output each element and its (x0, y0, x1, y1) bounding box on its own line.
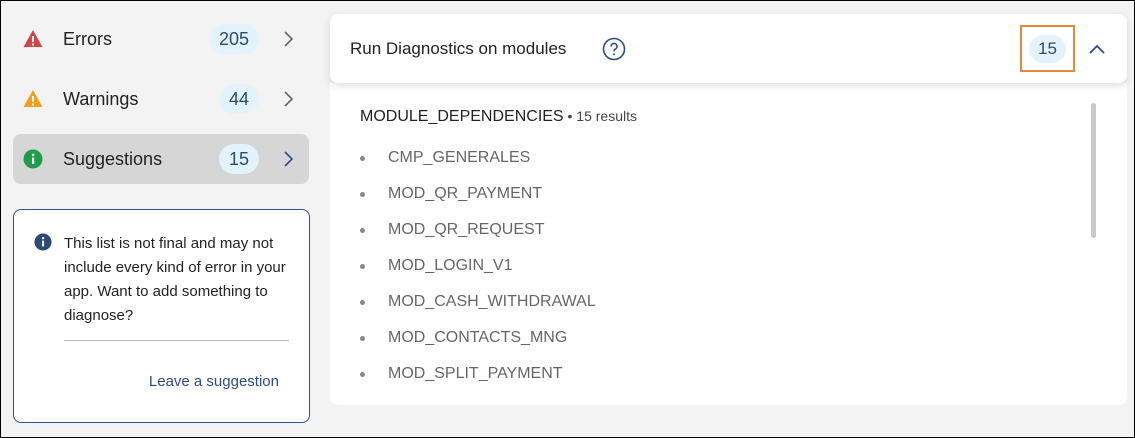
list-item[interactable]: MOD_QR_REQUEST (360, 212, 596, 248)
list-item[interactable]: MOD_SPLIT_PAYMENT (360, 356, 596, 392)
list-item[interactable]: MOD_QR_PAYMENT (360, 176, 596, 212)
divider (64, 340, 289, 341)
highlighted-count: 15 (1020, 25, 1075, 72)
module-name: MOD_CASH_WITHDRAWAL (388, 293, 596, 310)
warning-triangle-icon (23, 90, 43, 107)
module-name: MOD_CONTACTS_MNG (388, 329, 568, 346)
sidebar-item-warnings[interactable]: Warnings 44 (13, 74, 309, 124)
info-text: This list is not final and may not inclu… (64, 235, 286, 324)
diagnostics-header[interactable]: Run Diagnostics on modules 15 (330, 14, 1127, 83)
sidebar-item-errors[interactable]: Errors 205 (13, 14, 309, 64)
scrollbar[interactable] (1091, 103, 1096, 238)
count-badge: 15 (218, 144, 259, 174)
chevron-right-icon (284, 31, 294, 47)
count-badge: 44 (218, 84, 259, 114)
list-item[interactable]: MOD_CONTACTS_MNG (360, 320, 596, 356)
module-name: CMP_GENERALES (388, 149, 531, 166)
help-icon[interactable] (602, 37, 626, 61)
count-badge: 205 (208, 24, 259, 54)
module-name: MOD_QR_PAYMENT (388, 185, 543, 202)
list-item[interactable]: MOD_CASH_WITHDRAWAL (360, 284, 596, 320)
error-triangle-icon (23, 30, 43, 47)
module-name: MOD_SPLIT_PAYMENT (388, 365, 563, 382)
info-icon (34, 233, 52, 251)
chevron-up-icon[interactable] (1087, 39, 1107, 59)
results-count: 15 results (576, 108, 637, 124)
section-name: MODULE_DEPENDENCIES (360, 108, 564, 125)
sidebar-item-suggestions[interactable]: Suggestions 15 (13, 134, 309, 184)
chevron-right-icon (284, 91, 294, 107)
chevron-right-icon (284, 151, 294, 167)
sidebar-item-label: Suggestions (63, 148, 163, 169)
module-list: CMP_GENERALES MOD_QR_PAYMENT MOD_QR_REQU… (360, 140, 596, 392)
count-badge: 15 (1029, 35, 1066, 63)
module-name: MOD_QR_REQUEST (388, 221, 545, 238)
sidebar-item-label: Warnings (63, 88, 139, 109)
info-circle-icon (23, 149, 43, 169)
leave-suggestion-link[interactable]: Leave a suggestion (148, 373, 279, 390)
sidebar-item-label: Errors (63, 28, 112, 49)
module-name: MOD_LOGIN_V1 (388, 257, 513, 274)
section-heading: MODULE_DEPENDENCIES • 15 results (360, 108, 637, 126)
separator: • (563, 108, 577, 124)
list-item[interactable]: CMP_GENERALES (360, 140, 596, 176)
panel-title: Run Diagnostics on modules (350, 39, 567, 58)
results-panel: MODULE_DEPENDENCIES • 15 results CMP_GEN… (330, 83, 1127, 405)
info-box: This list is not final and may not inclu… (13, 209, 310, 423)
list-item[interactable]: MOD_LOGIN_V1 (360, 248, 596, 284)
